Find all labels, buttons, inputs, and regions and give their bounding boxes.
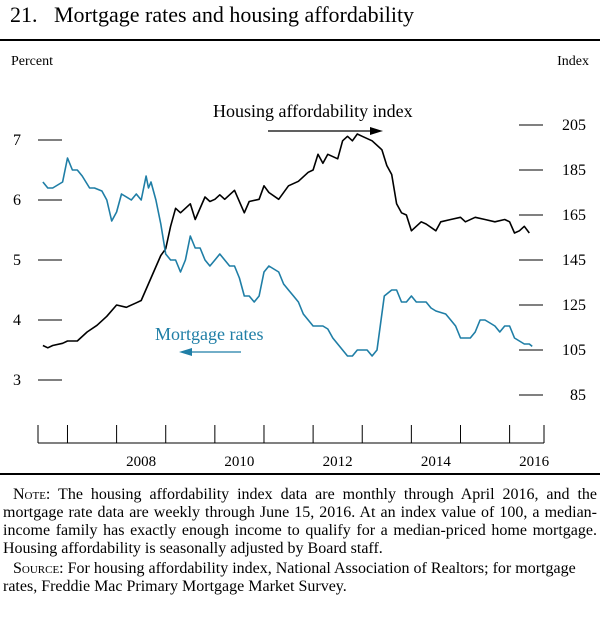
figure-title-text: Mortgage rates and housing affordability (54, 2, 415, 27)
note-label: Note: (13, 486, 51, 503)
figure-number: 21. (10, 2, 38, 27)
y-left-tick-label: 5 (13, 252, 21, 269)
mortgage-arrow-head (179, 348, 192, 356)
y-left-tick-label: 4 (13, 312, 21, 329)
x-tick-label: 2008 (126, 454, 156, 470)
y-left-tick-label: 6 (13, 192, 21, 209)
y-left-tick-label: 7 (13, 132, 21, 149)
y-right-tick-label: 125 (562, 297, 586, 314)
left-axis-label: Percent (11, 54, 53, 69)
note-text: The housing affordability index data are… (3, 486, 597, 557)
x-tick-label: 2010 (224, 454, 254, 470)
y-right-tick-label: 105 (562, 342, 586, 359)
y-right-tick-label: 185 (562, 162, 586, 179)
x-tick-label: 2014 (421, 454, 452, 470)
bottom-rule (0, 473, 600, 475)
mortgage-rate-line (42, 157, 533, 357)
chart: 2008 2010 2012 2014 2016 3 4 5 6 7 85 105 125 145 165 1… (13, 101, 586, 470)
mortgage-rates-label: Mortgage rates (155, 324, 263, 344)
y-right-tick-label: 85 (570, 387, 586, 404)
y-left-tick-label: 3 (13, 372, 21, 389)
x-tick-label: 2012 (323, 454, 353, 470)
note-paragraph: Note: The housing affordability index da… (3, 486, 597, 558)
x-tick-label: 2016 (519, 454, 550, 470)
affordability-label: Housing affordability index (213, 101, 413, 121)
source-text: For housing affordability index, Nationa… (3, 560, 576, 595)
affordability-arrow-head (370, 127, 383, 135)
source-label: Source: (13, 560, 64, 577)
y-right-tick-label: 205 (562, 117, 586, 134)
source-paragraph: Source: For housing affordability index,… (3, 560, 597, 596)
y-right-tick-label: 145 (562, 252, 586, 269)
y-right-tick-label: 165 (562, 207, 586, 224)
figure-title: 21. Mortgage rates and housing affordabi… (10, 2, 414, 28)
top-rule (0, 39, 600, 41)
notes: Note: The housing affordability index da… (3, 486, 597, 596)
right-axis-label: Index (557, 54, 589, 69)
affordability-line (42, 133, 530, 349)
